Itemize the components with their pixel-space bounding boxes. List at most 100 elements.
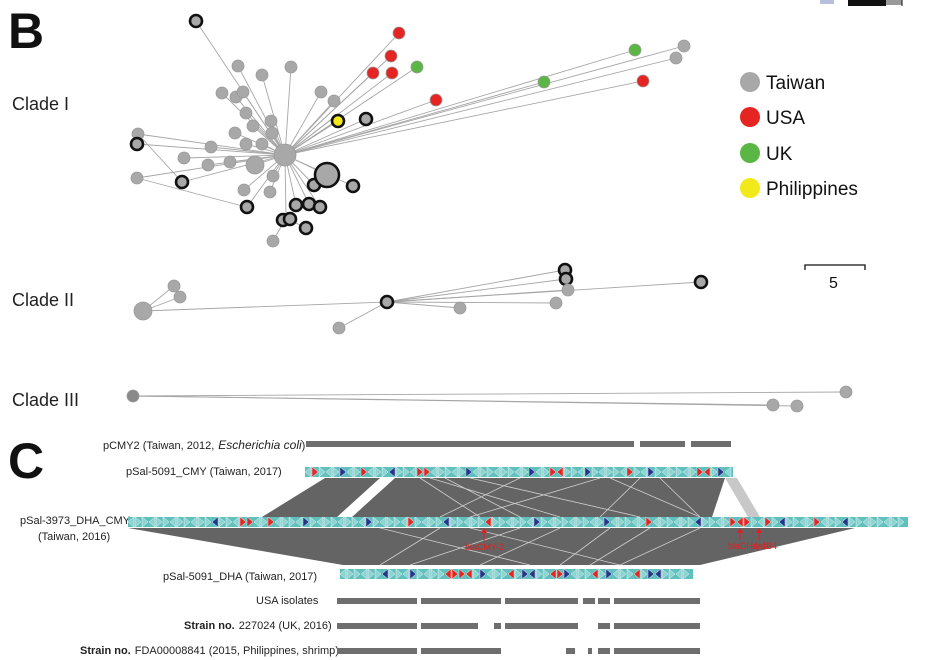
- network-node: [314, 85, 328, 99]
- strain-227024-segment: [614, 623, 700, 629]
- scale-bar: 5: [804, 264, 866, 292]
- strain-227024-segment: [421, 623, 478, 629]
- gene-arrow: [388, 466, 396, 478]
- track-label-psal5091-dha: pSal-5091_DHA (Taiwan, 2017): [163, 571, 317, 583]
- synteny-link: [659, 477, 701, 518]
- gene-arrow: [512, 516, 520, 528]
- gene-arrow: [337, 516, 345, 528]
- gene-arrow: [381, 568, 389, 580]
- network-node: [239, 106, 253, 120]
- network-edge: [338, 301, 388, 329]
- gene-arrow: [584, 568, 592, 580]
- gene-arrow: [428, 516, 436, 528]
- gene-arrow: [591, 466, 599, 478]
- network-node: [133, 301, 153, 321]
- gene-arrow: [400, 516, 408, 528]
- pcmy2-segment: [691, 441, 731, 447]
- synteny-link: [469, 477, 601, 518]
- network-node: [239, 137, 253, 151]
- strain-fda-segment: [566, 648, 575, 654]
- gene-arrow: [696, 466, 704, 478]
- network-node: [766, 398, 780, 412]
- legend-swatch-taiwan: [740, 72, 760, 92]
- network-node: [237, 183, 251, 197]
- gene-arrow: [743, 516, 751, 528]
- gene-arrow: [584, 466, 592, 478]
- gene-arrow: [458, 568, 466, 580]
- legend: Taiwan USA UK Philippines: [740, 72, 858, 200]
- pcmy2-segment: [640, 441, 685, 447]
- gene-arrow: [617, 516, 625, 528]
- gene-arrow: [619, 466, 627, 478]
- gene-arrow: [729, 516, 737, 528]
- gene-arrow: [491, 516, 499, 528]
- strain-227024-segment: [337, 623, 417, 629]
- gene-arrow: [806, 516, 814, 528]
- network-edge: [386, 269, 566, 303]
- gene-arrow: [386, 516, 394, 528]
- synteny-link: [444, 477, 521, 518]
- strain-227024-track: [337, 623, 700, 629]
- gene-arrow: [654, 568, 662, 580]
- gene-arrow: [472, 568, 480, 580]
- network-node: [636, 74, 650, 88]
- network-node: [265, 126, 279, 140]
- gene-arrow: [778, 516, 786, 528]
- gene-arrow: [395, 466, 403, 478]
- gene-arrow: [346, 466, 354, 478]
- gene-arrow: [407, 516, 415, 528]
- strain-227024-segment: [598, 623, 610, 629]
- gene-arrow: [437, 466, 445, 478]
- legend-label-uk: UK: [766, 144, 793, 165]
- gene-arrow: [610, 516, 618, 528]
- gene-arrow: [444, 568, 452, 580]
- network-node: [558, 271, 574, 287]
- network-node: [839, 385, 853, 399]
- gene-label-bladha1: blaDHA-1: [728, 541, 767, 551]
- gene-arrow: [484, 516, 492, 528]
- gene-arrow: [430, 466, 438, 478]
- gene-arrow: [374, 466, 382, 478]
- gene-arrow: [876, 516, 884, 528]
- network-node: [231, 59, 245, 73]
- network-edge: [284, 32, 400, 156]
- gene-arrow: [274, 516, 282, 528]
- network-node: [273, 143, 297, 167]
- gene-arrow: [631, 516, 639, 528]
- gene-label-qnrb4: qnrB4: [753, 541, 777, 551]
- network-edge: [183, 154, 286, 159]
- gene-arrow: [862, 516, 870, 528]
- gene-arrow: [318, 466, 326, 478]
- gene-arrow: [750, 516, 758, 528]
- gene-arrow: [626, 466, 634, 478]
- gene-arrow: [626, 568, 634, 580]
- gene-arrow: [246, 516, 254, 528]
- strain-fda-track: [337, 648, 700, 654]
- gene-arrow: [708, 516, 716, 528]
- gene-arrow: [232, 516, 240, 528]
- gene-arrow: [549, 568, 557, 580]
- network-node: [366, 66, 380, 80]
- gene-arrow: [554, 516, 562, 528]
- gene-arrow: [820, 516, 828, 528]
- network-edge: [284, 72, 374, 156]
- gene-arrow: [556, 568, 564, 580]
- gene-arrow: [372, 516, 380, 528]
- gene-arrow: [703, 466, 711, 478]
- gene-arrow: [834, 516, 842, 528]
- gene-arrow: [724, 466, 732, 478]
- gene-arrow: [661, 466, 669, 478]
- gene-arrow: [500, 568, 508, 580]
- gene-arrow: [451, 466, 459, 478]
- network-edge: [181, 154, 286, 183]
- gene-arrow: [148, 516, 156, 528]
- gene-arrow: [493, 466, 501, 478]
- synteny-gap-upper: [337, 478, 395, 517]
- legend-label-philippines: Philippines: [766, 179, 858, 200]
- cropped-panel-fragment: [820, 0, 903, 6]
- psal3973-gene-map: [127, 516, 908, 528]
- synteny-comparison: [128, 477, 855, 566]
- network-edge: [284, 57, 677, 156]
- gene-arrow: [568, 516, 576, 528]
- usa-isolates-track: [337, 598, 700, 604]
